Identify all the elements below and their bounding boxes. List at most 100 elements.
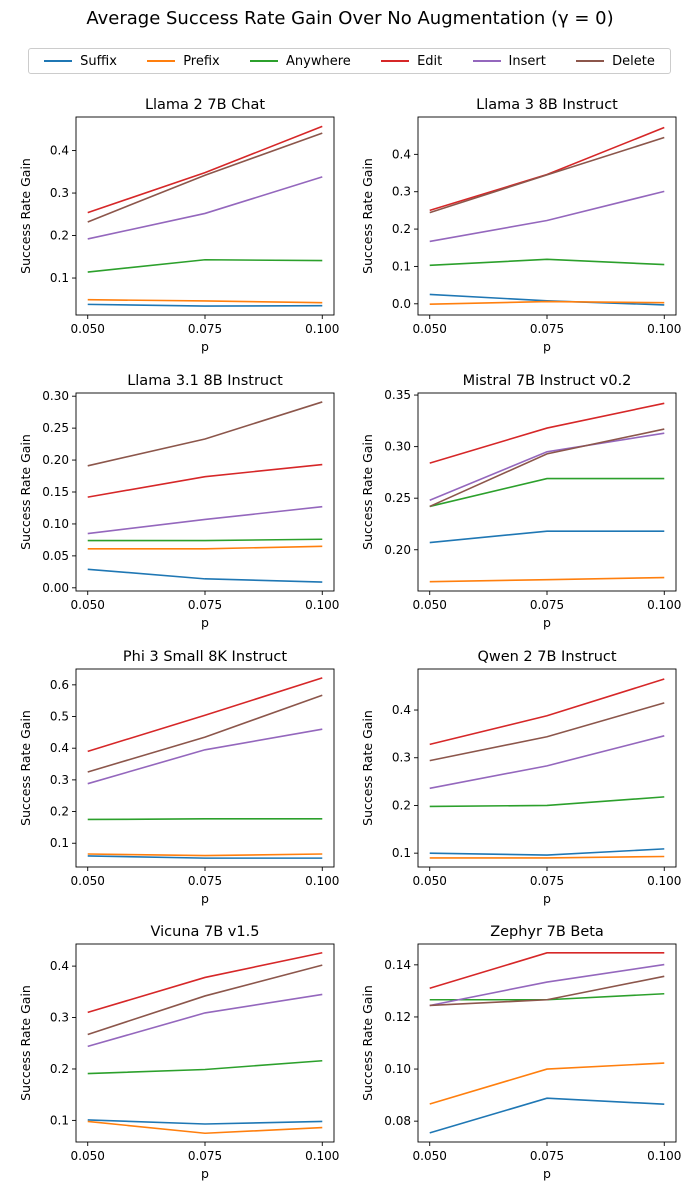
- y-tick-label: 0.2: [50, 1062, 69, 1076]
- x-axis-label: p: [201, 339, 209, 354]
- legend-swatch-edit: [381, 60, 410, 62]
- series-line-prefix: [429, 855, 665, 859]
- legend-label-prefix: Prefix: [183, 53, 220, 69]
- chart-title: Llama 3 8B Instruct: [476, 97, 618, 113]
- x-tick-label: 0.075: [188, 322, 222, 336]
- chart-vicuna-7b-v1-5: Vicuna 7B v1.5 0.050 0.075 0.100 0.1 0.2 0.3 0.…: [18, 924, 339, 1181]
- x-tick-label: 0.050: [71, 1149, 105, 1163]
- y-tick-label: 0.2: [392, 798, 411, 812]
- series-line-delete: [429, 136, 665, 214]
- chart-title: Llama 3.1 8B Instruct: [127, 373, 283, 389]
- series-line-prefix: [429, 576, 665, 583]
- chart-mistral-7b-instruct-v0-2: Mistral 7B Instruct v0.2 0.050 0.075 0.100 0…: [360, 373, 681, 630]
- series-line-insert: [429, 735, 665, 790]
- plot-frame: [75, 943, 335, 1143]
- y-tick-label: 0.4: [392, 147, 411, 161]
- series-line-prefix: [87, 298, 323, 304]
- y-tick-label: 0.25: [384, 491, 411, 505]
- x-axis-label: p: [201, 891, 209, 906]
- x-tick-label: 0.100: [305, 1149, 339, 1163]
- series-line-prefix: [87, 1120, 323, 1135]
- y-tick-label: 0.4: [392, 703, 411, 717]
- x-tick-label: 0.075: [530, 598, 564, 612]
- legend-entry-delete: Delete: [576, 54, 655, 69]
- chart-title: Zephyr 7B Beta: [490, 924, 604, 940]
- series-line-insert: [429, 432, 665, 501]
- series-line-delete: [429, 702, 665, 762]
- series-line-delete: [429, 428, 665, 508]
- legend-entry-suffix: Suffix: [44, 54, 117, 69]
- y-axis-label: Success Rate Gain: [18, 985, 33, 1101]
- chart-title: Llama 2 7B Chat: [145, 97, 265, 113]
- y-tick-label: 0.1: [50, 836, 69, 850]
- chart-phi-3-small-8k-instruct: Phi 3 Small 8K Instruct 0.050 0.075 0.100 0.…: [18, 649, 339, 906]
- y-tick-label: 0.3: [50, 186, 69, 200]
- y-tick-label: 0.2: [50, 805, 69, 819]
- y-tick-label: 0.10: [42, 517, 69, 531]
- legend-entry-edit: Edit: [381, 54, 442, 69]
- series-line-insert: [87, 505, 323, 535]
- legend-label-insert: Insert: [508, 53, 546, 69]
- series-line-delete: [87, 964, 323, 1036]
- series-line-edit: [87, 463, 323, 498]
- series-line-insert: [429, 963, 665, 1007]
- y-tick-label: 0.5: [50, 710, 69, 724]
- x-tick-label: 0.075: [188, 874, 222, 888]
- y-tick-label: 0.4: [50, 741, 69, 755]
- y-axis-label: Success Rate Gain: [360, 434, 375, 550]
- plot-frame: [75, 116, 335, 316]
- y-tick-label: 0.10: [384, 1062, 411, 1076]
- series-line-suffix: [429, 848, 665, 856]
- legend-label-suffix: Suffix: [80, 53, 117, 69]
- series-line-suffix: [87, 855, 323, 859]
- legend-swatch-insert: [472, 60, 501, 62]
- series-line-delete: [87, 401, 323, 467]
- y-tick-label: 0.4: [50, 959, 69, 973]
- series-line-edit: [429, 952, 665, 990]
- x-axis-label: p: [201, 615, 209, 630]
- y-tick-label: 0.08: [384, 1114, 411, 1128]
- series-line-suffix: [87, 303, 323, 307]
- y-tick-label: 0.2: [50, 229, 69, 243]
- x-tick-label: 0.050: [413, 598, 447, 612]
- series-line-edit: [87, 677, 323, 753]
- chart-qwen-2-7b-instruct: Qwen 2 7B Instruct 0.050 0.075 0.100 0.1 0.2 0…: [360, 649, 681, 906]
- series-line-prefix: [87, 545, 323, 550]
- y-tick-label: 0.0: [392, 297, 411, 311]
- series-line-anywhere: [429, 796, 665, 808]
- y-tick-label: 0.05: [42, 549, 69, 563]
- chart-llama-3-1-8b-instruct: Llama 3.1 8B Instruct 0.050 0.075 0.100 0.00…: [18, 373, 339, 630]
- series-line-delete: [429, 975, 665, 1007]
- x-tick-label: 0.100: [647, 598, 681, 612]
- legend-entry-prefix: Prefix: [147, 54, 220, 69]
- x-tick-label: 0.100: [647, 322, 681, 336]
- x-tick-label: 0.050: [71, 598, 105, 612]
- x-tick-label: 0.050: [413, 874, 447, 888]
- y-axis-label: Success Rate Gain: [18, 434, 33, 550]
- y-axis-label: Success Rate Gain: [360, 158, 375, 274]
- series-line-anywhere: [87, 1059, 323, 1075]
- x-axis-label: p: [543, 339, 551, 354]
- y-tick-label: 0.4: [50, 144, 69, 158]
- plot-frame: [75, 668, 335, 868]
- legend-swatch-delete: [576, 60, 605, 62]
- chart-title: Vicuna 7B v1.5: [151, 924, 260, 940]
- series-line-anywhere: [87, 538, 323, 542]
- y-tick-label: 0.3: [392, 751, 411, 765]
- x-tick-label: 0.050: [71, 322, 105, 336]
- y-tick-label: 0.25: [42, 421, 69, 435]
- y-tick-label: 0.1: [392, 259, 411, 273]
- y-tick-label: 0.20: [384, 543, 411, 557]
- y-tick-label: 0.15: [42, 485, 69, 499]
- series-line-anywhere: [429, 477, 665, 508]
- series-line-edit: [87, 125, 323, 214]
- y-axis-label: Success Rate Gain: [360, 985, 375, 1101]
- y-tick-label: 0.1: [50, 1113, 69, 1127]
- y-tick-label: 0.2: [392, 222, 411, 236]
- series-line-prefix: [87, 853, 323, 857]
- series-line-prefix: [429, 300, 665, 305]
- y-axis-label: Success Rate Gain: [18, 710, 33, 826]
- series-line-suffix: [429, 530, 665, 544]
- series-line-edit: [429, 402, 665, 464]
